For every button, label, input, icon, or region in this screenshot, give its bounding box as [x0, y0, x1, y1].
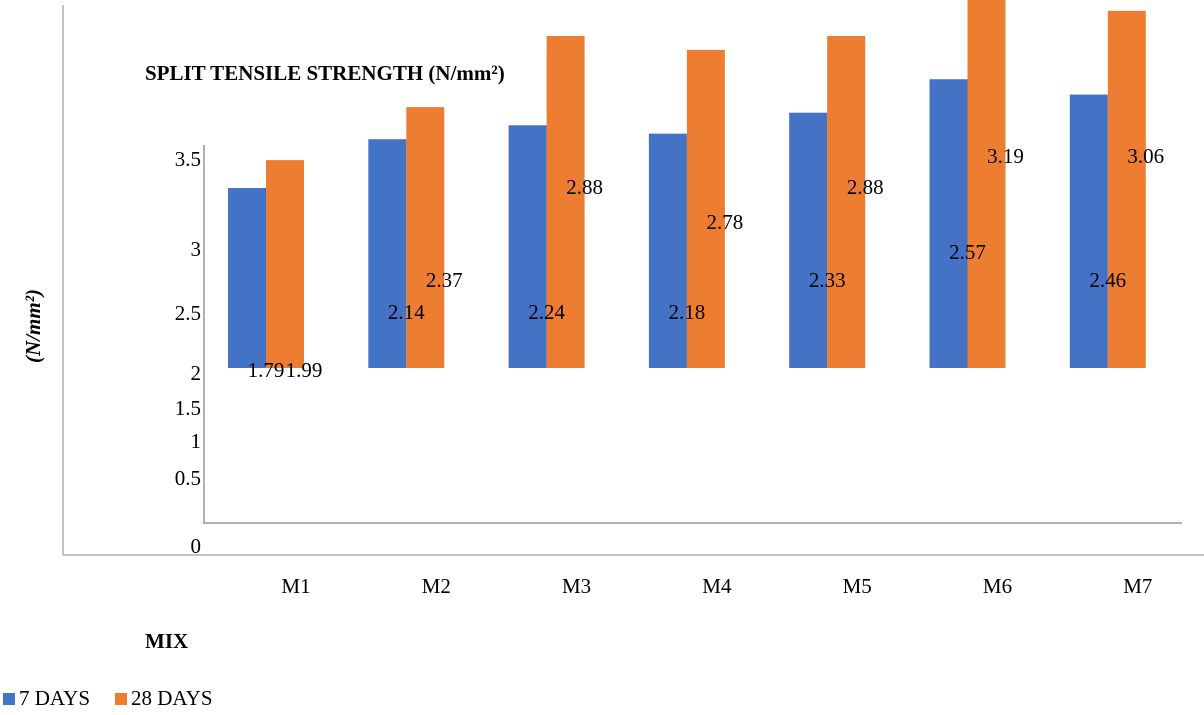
chart-title: SPLIT TENSILE STRENGTH (N/mm²): [145, 61, 505, 85]
bar-28-days-m3: [546, 35, 585, 369]
x-tick-label: M5: [843, 574, 872, 598]
bar-28-days-m5: [827, 35, 866, 369]
bar-28-days-m2: [406, 107, 445, 368]
y-tick-label: 3.5: [175, 147, 201, 171]
y-axis-label: (N/mm²): [21, 289, 45, 363]
y-tick-label: 2.5: [175, 301, 201, 325]
data-label: 3.06: [1127, 144, 1164, 168]
x-tick-label: M6: [983, 574, 1012, 598]
data-label: 2.14: [388, 300, 425, 324]
bar-7-days-m6: [929, 79, 968, 369]
y-tick-label: 0.5: [175, 466, 201, 490]
bar-7-days-m7: [1069, 94, 1108, 368]
data-label: 2.46: [1089, 268, 1126, 292]
data-label: 3.19: [987, 144, 1024, 168]
data-label: 2.37: [426, 268, 463, 292]
data-label: 2.18: [669, 300, 706, 324]
bar-7-days-m1: [228, 188, 266, 368]
data-label: 1.99: [286, 358, 323, 382]
legend-swatch-28-days: [115, 693, 127, 705]
y-axis-ticks: 0 0.5 1 1.5 2 2.5 3 3.5: [175, 147, 201, 558]
data-label: 2.57: [949, 240, 986, 264]
data-label: 2.88: [566, 175, 603, 199]
data-label: 2.33: [809, 268, 846, 292]
bar-7-days-m5: [789, 112, 828, 368]
bar-28-days-m7: [1107, 10, 1146, 368]
legend: 7 DAYS 28 DAYS: [3, 686, 213, 710]
bars: [228, 0, 1146, 369]
x-axis-ticks: M1 M2 M3 M4 M5 M6 M7: [281, 574, 1152, 598]
legend-swatch-7-days: [3, 693, 15, 705]
x-tick-label: M4: [702, 574, 732, 598]
bar-7-days-m3: [508, 125, 547, 369]
data-label: 2.88: [847, 175, 884, 199]
bar-7-days-m4: [648, 133, 687, 368]
data-labels: 1.79 1.99 2.142.37 2.24 2.88 2.18 2.78 2.33 2.88…: [248, 144, 1165, 382]
data-label: 2.78: [707, 210, 744, 234]
x-tick-label: M3: [562, 574, 591, 598]
x-axis-label: MIX: [145, 629, 188, 653]
legend-label-7-days: 7 DAYS: [19, 686, 90, 710]
x-tick-label: M1: [281, 574, 310, 598]
y-tick-label: 0: [191, 534, 202, 558]
bar-28-days-m4: [686, 49, 725, 368]
data-label: 2.24: [528, 300, 565, 324]
y-tick-label: 3: [191, 237, 202, 261]
bar-7-days-m2: [368, 139, 407, 368]
y-tick-label: 1.5: [175, 396, 201, 420]
bar-28-days-m6: [967, 0, 1006, 369]
bar-28-days-m1: [266, 160, 304, 368]
y-tick-label: 1: [191, 429, 202, 453]
x-tick-label: M7: [1123, 574, 1152, 598]
data-label: 1.79: [248, 358, 285, 382]
y-tick-label: 2: [191, 361, 202, 385]
x-tick-label: M2: [422, 574, 451, 598]
legend-label-28-days: 28 DAYS: [131, 686, 213, 710]
